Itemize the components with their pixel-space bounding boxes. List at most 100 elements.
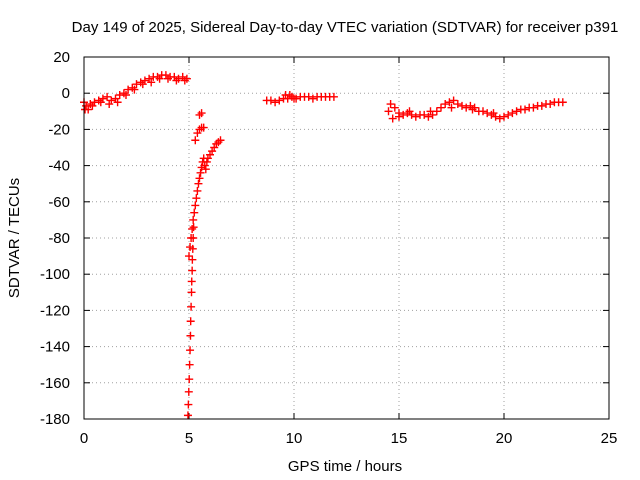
data-point bbox=[399, 110, 408, 119]
data-point bbox=[437, 103, 445, 112]
y-tick-label: 20 bbox=[53, 49, 70, 66]
y-tick-label: -100 bbox=[40, 266, 70, 283]
data-point bbox=[445, 98, 454, 107]
y-tick-label: 0 bbox=[62, 85, 70, 102]
y-tick-label: -80 bbox=[48, 230, 70, 247]
data-point bbox=[191, 201, 200, 210]
data-point bbox=[304, 92, 313, 101]
data-point bbox=[216, 136, 225, 145]
data-point bbox=[199, 123, 208, 132]
data-point bbox=[529, 103, 538, 112]
x-tick-label: 10 bbox=[286, 430, 303, 447]
data-point bbox=[197, 109, 206, 118]
data-point bbox=[390, 103, 399, 112]
data-point bbox=[193, 186, 202, 195]
plot-frame bbox=[83, 56, 610, 420]
data-point bbox=[164, 74, 172, 83]
data-point bbox=[186, 331, 195, 340]
data-point bbox=[183, 411, 192, 420]
data-point bbox=[458, 101, 466, 110]
data-point bbox=[180, 76, 189, 85]
data-point bbox=[500, 112, 508, 121]
data-point bbox=[186, 243, 195, 252]
data-point bbox=[185, 360, 194, 369]
data-point bbox=[172, 76, 181, 85]
data-point bbox=[186, 317, 195, 326]
data-point bbox=[495, 114, 504, 123]
data-point bbox=[189, 215, 198, 224]
data-point bbox=[271, 98, 280, 107]
data-point bbox=[187, 302, 196, 311]
data-point bbox=[285, 91, 294, 100]
data-point bbox=[103, 92, 112, 101]
data-point bbox=[186, 346, 195, 355]
data-point bbox=[308, 94, 317, 103]
x-tick-label: 0 bbox=[80, 430, 88, 447]
data-point bbox=[426, 107, 435, 116]
data-point bbox=[405, 107, 414, 116]
data-point bbox=[138, 80, 147, 89]
data-point bbox=[192, 194, 201, 203]
data-points bbox=[80, 71, 567, 420]
data-point bbox=[512, 107, 521, 116]
data-point bbox=[537, 101, 546, 110]
data-point bbox=[202, 157, 211, 166]
data-point bbox=[195, 174, 204, 183]
data-point bbox=[105, 100, 114, 109]
data-point bbox=[504, 110, 513, 119]
data-point bbox=[508, 109, 517, 118]
data-point bbox=[184, 400, 193, 409]
data-point bbox=[122, 91, 130, 100]
data-point bbox=[187, 234, 196, 242]
data-point bbox=[489, 109, 498, 118]
data-point bbox=[384, 107, 393, 116]
data-point bbox=[189, 223, 198, 232]
data-point bbox=[449, 96, 458, 105]
data-point bbox=[147, 78, 156, 87]
data-point bbox=[184, 387, 193, 396]
axis-ticks: 0 5 10 15 20 25 -180 -160 -140 -120 -100 -80 -60 -40 -… bbox=[40, 49, 617, 447]
data-point bbox=[81, 105, 90, 114]
x-tick-label: 20 bbox=[496, 430, 513, 447]
data-point bbox=[196, 168, 205, 177]
data-point bbox=[411, 112, 420, 121]
data-point bbox=[185, 375, 194, 384]
data-point bbox=[521, 105, 529, 114]
y-tick-label: -40 bbox=[48, 158, 70, 175]
data-point bbox=[462, 103, 471, 112]
x-tick-label: 25 bbox=[601, 430, 618, 447]
data-point bbox=[558, 98, 567, 107]
data-point bbox=[113, 98, 122, 107]
x-tick-label: 15 bbox=[391, 430, 408, 447]
data-point bbox=[546, 100, 555, 109]
data-point bbox=[187, 277, 196, 286]
data-point bbox=[420, 110, 429, 119]
data-point bbox=[187, 288, 196, 297]
data-point bbox=[191, 136, 200, 145]
y-axis-label: SDTVAR / TECUs bbox=[6, 178, 23, 298]
data-point bbox=[96, 98, 105, 107]
data-point bbox=[88, 101, 97, 110]
data-point bbox=[194, 179, 203, 188]
y-tick-label: -60 bbox=[48, 194, 70, 211]
y-tick-label: -180 bbox=[40, 411, 70, 428]
data-point bbox=[329, 92, 338, 101]
data-point bbox=[188, 266, 197, 275]
data-point bbox=[479, 107, 487, 116]
data-point bbox=[386, 100, 395, 109]
y-tick-label: -140 bbox=[40, 339, 70, 356]
x-tick-label: 5 bbox=[185, 430, 193, 447]
data-point bbox=[441, 100, 450, 109]
data-point bbox=[453, 100, 462, 109]
data-point bbox=[155, 74, 164, 83]
data-point bbox=[185, 252, 193, 261]
y-tick-label: -160 bbox=[40, 375, 70, 392]
data-point bbox=[190, 208, 199, 217]
y-tick-label: -120 bbox=[40, 302, 70, 319]
data-point bbox=[130, 85, 139, 94]
data-point bbox=[188, 224, 197, 233]
data-point bbox=[290, 94, 298, 103]
data-point bbox=[447, 103, 456, 112]
data-point bbox=[468, 105, 477, 114]
